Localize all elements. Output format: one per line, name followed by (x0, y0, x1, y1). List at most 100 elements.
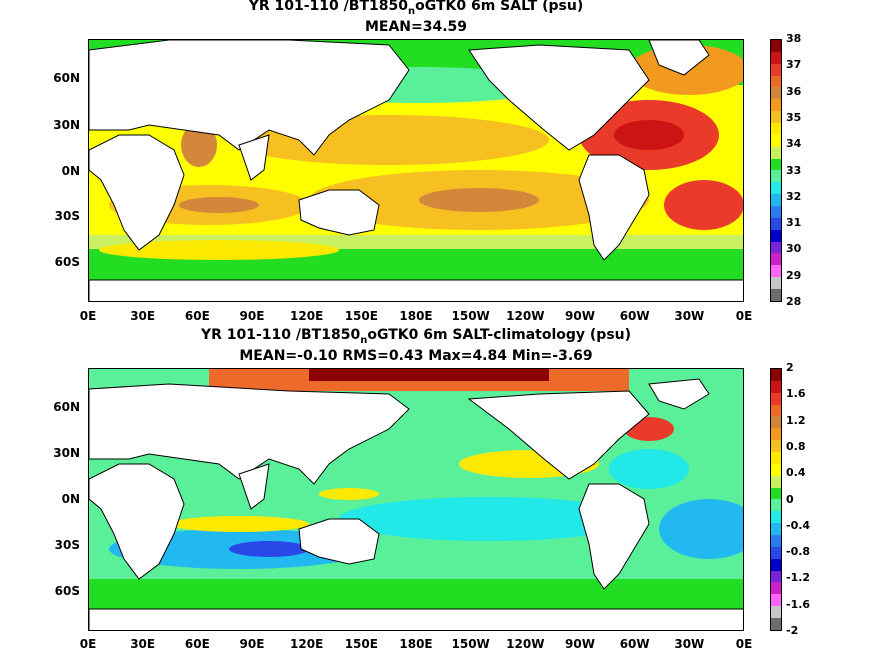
bottom-colorbar-segment (771, 452, 781, 464)
top-colorbar-label: 37 (786, 58, 802, 72)
bottom-colorbar-segment (771, 475, 781, 488)
top-map-panel (88, 39, 744, 302)
bottom-lon-label: 150W (451, 637, 490, 651)
bottom-lon-label: 30W (674, 637, 705, 651)
bottom-lon-label: 90W (565, 637, 595, 651)
top-colorbar-segment (771, 265, 781, 278)
top-lon-label: 150W (451, 309, 490, 323)
bottom-colorbar-label: 1.2 (786, 413, 806, 427)
bottom-colorbar-label: -1.6 (786, 597, 811, 611)
top-colorbar-label: 31 (786, 216, 802, 230)
bottom-anomaly-map (89, 369, 743, 630)
bottom-lon-label: 180E (399, 637, 433, 651)
top-colorbar-label: 35 (786, 110, 802, 124)
bottom-colorbar-segment (771, 558, 781, 571)
bottom-lon-label: 60E (184, 637, 210, 651)
bottom-lon-label: 0E (735, 637, 753, 651)
bottom-colorbar-segment (771, 535, 781, 547)
bottom-colorbar-label: -1.2 (786, 571, 811, 585)
bottom-colorbar-segment (771, 428, 781, 441)
top-salinity-map (89, 40, 743, 301)
bottom-colorbar-segment (771, 487, 781, 500)
bottom-colorbar-label: -0.4 (786, 518, 811, 532)
bottom-map-panel (88, 368, 744, 631)
top-lat-label-30s: 30S (54, 209, 80, 223)
bottom-colorbar-label: 1.6 (786, 387, 806, 401)
bottom-colorbar-label: 0 (786, 492, 794, 506)
bottom-lon-label: 0E (79, 637, 97, 651)
bottom-lat-label-60s: 60S (54, 584, 80, 598)
top-colorbar-segment (771, 241, 781, 254)
bottom-colorbar-segment (771, 463, 781, 476)
top-colorbar-segment (771, 253, 781, 266)
top-stats: MEAN=34.59 (364, 19, 468, 35)
bottom-colorbar-segment (771, 523, 781, 536)
top-colorbar-label: 33 (786, 163, 802, 177)
top-title: YR 101-110 /BT1850noGTK0 6m SALT (psu) (248, 0, 584, 17)
top-lon-label: 150E (344, 309, 378, 323)
bottom-lon-label: 30E (130, 637, 156, 651)
top-colorbar-label: 34 (786, 137, 802, 151)
bottom-colorbar-segment (771, 499, 781, 512)
top-lat-label-60n: 60N (53, 71, 80, 85)
top-colorbar-segment (771, 289, 781, 301)
bottom-lon-label: 150E (344, 637, 378, 651)
top-colorbar-segment (771, 99, 781, 112)
top-lon-label: 60E (184, 309, 210, 323)
bottom-lat-label-0n: 0N (61, 492, 80, 506)
top-lon-label: 120W (506, 309, 545, 323)
top-colorbar-label: 28 (786, 295, 802, 308)
top-lon-label: 90W (565, 309, 595, 323)
top-colorbar-segment (771, 63, 781, 76)
top-colorbar-segment (771, 75, 781, 88)
bottom-colorbar-label: 0.4 (786, 466, 806, 480)
bottom-land-masses (89, 378, 743, 630)
bottom-colorbar-segment (771, 380, 781, 393)
top-lon-label: 30W (674, 309, 705, 323)
bottom-colorbar-segment (771, 511, 781, 524)
bottom-lat-label-30s: 30S (54, 538, 80, 552)
top-lon-label: 0E (735, 309, 753, 323)
top-colorbar-label: 38 (786, 32, 802, 45)
bottom-lon-label: 120W (506, 637, 545, 651)
bottom-colorbar-segment (771, 582, 781, 595)
top-colorbar-segment (771, 229, 781, 242)
bottom-colorbar-segment (771, 594, 781, 607)
bottom-lon-label: 60W (619, 637, 650, 651)
top-colorbar-segment (771, 277, 781, 290)
top-colorbar-segment (771, 87, 781, 100)
top-lon-label: 180E (399, 309, 433, 323)
top-colorbar-segment (771, 206, 781, 218)
top-colorbar-segment (771, 134, 781, 147)
top-lon-label: 60W (619, 309, 650, 323)
top-lat-label-0n: 0N (61, 164, 80, 178)
top-lon-label: 90E (239, 309, 265, 323)
bottom-colorbar-label: 0.8 (786, 439, 806, 453)
top-colorbar-segment (771, 123, 781, 135)
top-lon-label: 120E (290, 309, 324, 323)
bottom-lat-label-30n: 30N (53, 446, 80, 460)
bottom-colorbar-segment (771, 606, 781, 619)
bottom-colorbar-segment (771, 570, 781, 583)
top-lat-label-60s: 60S (54, 255, 80, 269)
top-colorbar-label: 32 (786, 189, 802, 203)
bottom-stats: MEAN=-0.10 RMS=0.43 Max=4.84 Min=-3.69 (239, 348, 593, 364)
top-colorbar-segment (771, 217, 781, 230)
bottom-colorbar-segment (771, 416, 781, 429)
bottom-colorbar-segment (771, 404, 781, 417)
top-colorbar-segment (771, 182, 781, 195)
bottom-colorbar-label: -2 (786, 624, 799, 637)
top-colorbar-segment (771, 51, 781, 64)
bottom-colorbar-label: -0.8 (786, 545, 811, 559)
top-colorbar-segment (771, 194, 781, 207)
bottom-colorbar-segment (771, 618, 781, 630)
bottom-colorbar-segment (771, 546, 781, 559)
bottom-colorbar-segment (771, 392, 781, 405)
bottom-lat-label-60n: 60N (53, 400, 80, 414)
top-lat-label-30n: 30N (53, 118, 80, 132)
top-colorbar-segment (771, 170, 781, 183)
bottom-colorbar-segment (771, 440, 781, 453)
top-colorbar-segment (771, 158, 781, 171)
top-colorbar-segment (771, 111, 781, 124)
bottom-title: YR 101-110 /BT1850noGTK0 6m SALT-climato… (200, 327, 632, 346)
